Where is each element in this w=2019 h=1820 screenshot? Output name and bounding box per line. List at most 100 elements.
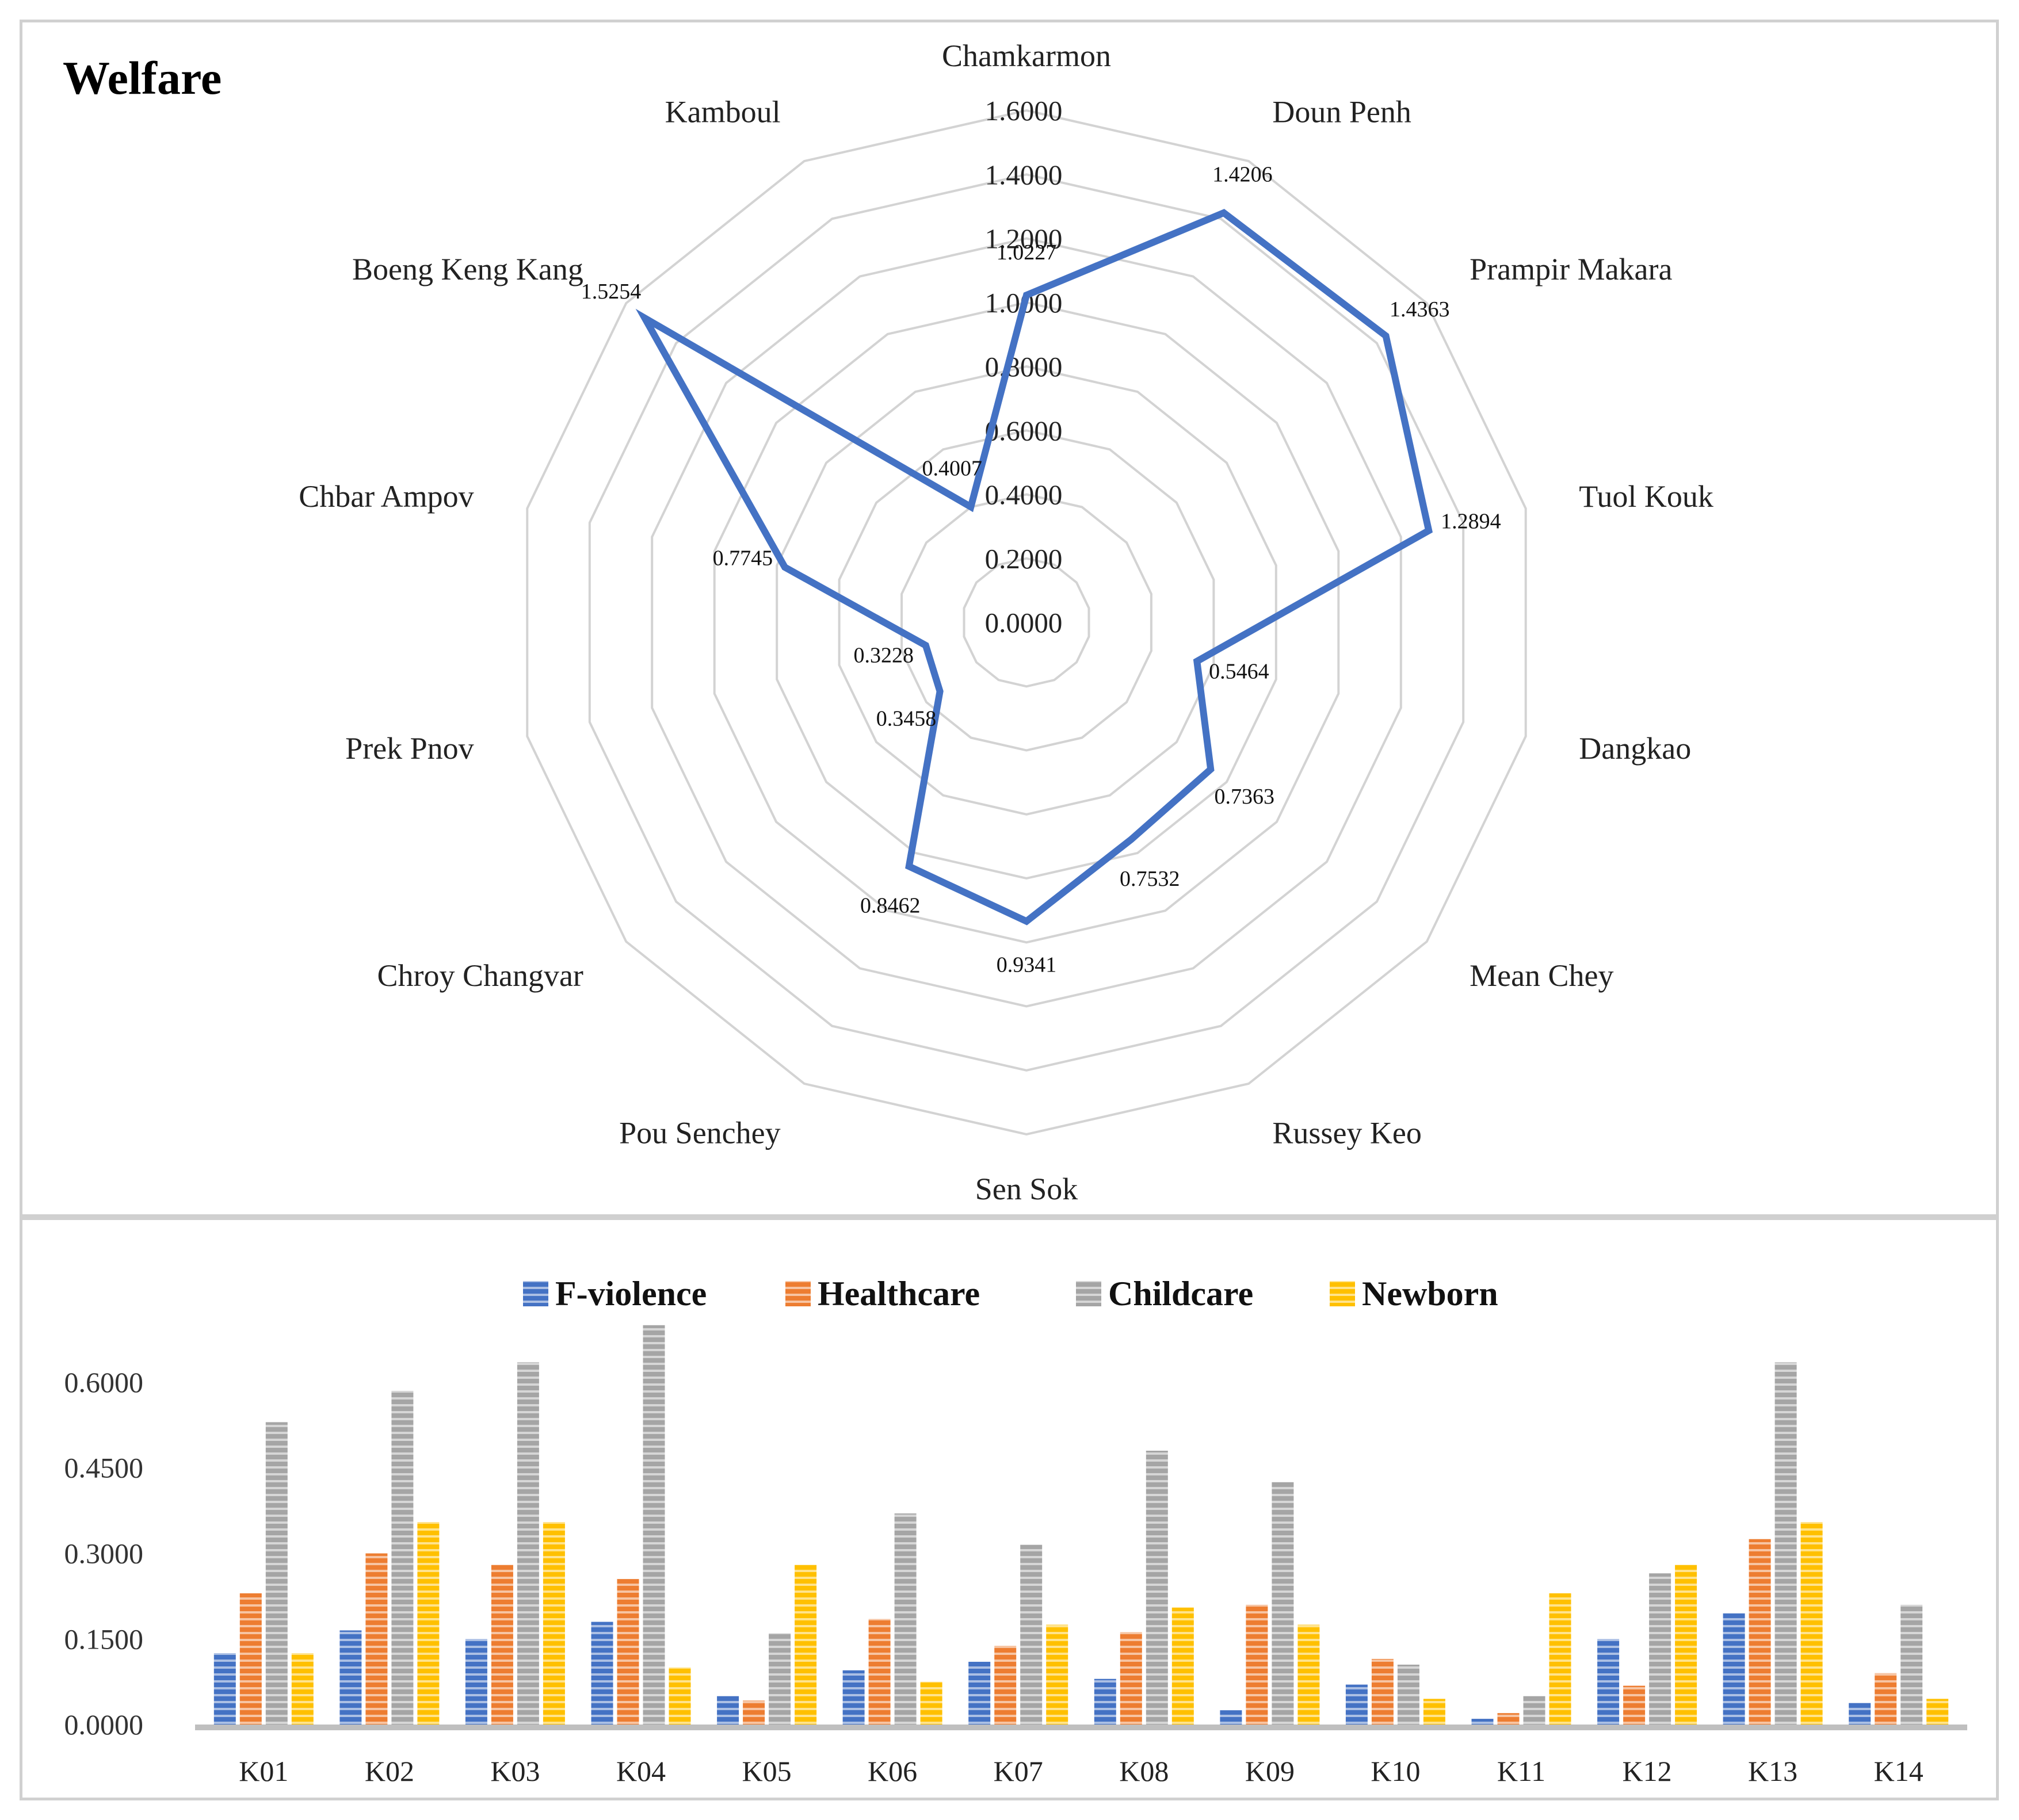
radar-axis-ticks: 0.00000.20000.40000.60000.80001.00001.20… bbox=[985, 95, 1063, 638]
radar-category-label: Russey Keo bbox=[1272, 1116, 1421, 1150]
radar-tick-label: 0.6000 bbox=[985, 415, 1063, 446]
radar-category-label: Dangkao bbox=[1579, 731, 1691, 766]
radar-chart: 0.00000.20000.40000.60000.80001.00001.20… bbox=[63, 39, 1713, 1206]
bar-f-violence-k10 bbox=[1345, 1684, 1368, 1725]
bar-f-violence-k03 bbox=[465, 1639, 487, 1725]
radar-tick-label: 1.6000 bbox=[985, 95, 1063, 127]
radar-grid-ring bbox=[900, 493, 1152, 752]
legend-item-newborn: Newborn bbox=[1330, 1275, 1498, 1313]
bar-childcare-k06 bbox=[894, 1513, 917, 1725]
bar-healthcare-k03 bbox=[491, 1565, 513, 1725]
bar-childcare-k08 bbox=[1146, 1451, 1168, 1725]
bar-newborn-k03 bbox=[543, 1522, 565, 1725]
bar-childcare-k03 bbox=[517, 1362, 539, 1725]
bar-f-violence-k14 bbox=[1849, 1703, 1871, 1725]
radar-category-label: Tuol Kouk bbox=[1579, 479, 1713, 514]
bar-childcare-k02 bbox=[391, 1390, 414, 1725]
radar-data-labels: 1.0227 1.4206 1.4363 1.2894 0.5464 0.7363 0.75… bbox=[581, 163, 1501, 977]
x-axis-ticks: K01 K02 K03 K04 K05 K06 K07 K08 K09 K10 K11 K12 K13 K… bbox=[239, 1755, 1923, 1787]
radar-category-label: Prek Pnov bbox=[345, 731, 474, 766]
x-axis bbox=[195, 1725, 1967, 1730]
x-tick-label: K12 bbox=[1623, 1755, 1672, 1787]
bar-childcare-k04 bbox=[643, 1325, 665, 1725]
y-tick-label: 0.6000 bbox=[64, 1366, 144, 1398]
bar-chart-panel: F-violence Healthcare Childcare Newborn 0.0… bbox=[20, 1217, 1999, 1800]
x-tick-label: K10 bbox=[1371, 1755, 1420, 1787]
x-tick-label: K11 bbox=[1497, 1755, 1545, 1787]
legend-label: Healthcare bbox=[818, 1275, 980, 1313]
bar-f-violence-k05 bbox=[717, 1696, 739, 1725]
bar-chart: F-violence Healthcare Childcare Newborn 0.0… bbox=[64, 1275, 1967, 1787]
legend-item-childcare: Childcare bbox=[1076, 1275, 1253, 1313]
bar-childcare-k10 bbox=[1397, 1664, 1419, 1725]
bar-newborn-k13 bbox=[1800, 1522, 1823, 1725]
bar-healthcare-k10 bbox=[1371, 1659, 1394, 1725]
x-tick-label: K13 bbox=[1748, 1755, 1797, 1787]
bar-newborn-k07 bbox=[1046, 1624, 1068, 1725]
bar-newborn-k02 bbox=[417, 1522, 440, 1725]
y-tick-label: 0.3000 bbox=[64, 1538, 144, 1570]
bar-healthcare-k01 bbox=[239, 1593, 262, 1725]
bar-healthcare-k09 bbox=[1246, 1604, 1268, 1725]
bar-newborn-k08 bbox=[1171, 1607, 1194, 1725]
bar-childcare-k01 bbox=[265, 1422, 288, 1725]
legend-item-f-violence: F-violence bbox=[523, 1275, 707, 1313]
radar-grid-ring bbox=[713, 301, 1340, 944]
radar-category-labels: Chamkarmon Doun Penh Prampir Makara Tuol Ko… bbox=[299, 39, 1713, 1206]
radar-grid-ring bbox=[651, 237, 1402, 1008]
radar-tick-label: 1.4000 bbox=[985, 159, 1063, 190]
bar-childcare-k13 bbox=[1774, 1362, 1797, 1725]
bar-newborn-k04 bbox=[669, 1667, 691, 1725]
legend: F-violence Healthcare Childcare Newborn bbox=[523, 1275, 1498, 1313]
bar-healthcare-k06 bbox=[868, 1619, 891, 1725]
y-axis-ticks: 0.0000 0.1500 0.3000 0.4500 0.6000 bbox=[64, 1366, 144, 1741]
bar-f-violence-k02 bbox=[339, 1630, 362, 1725]
radar-category-label: Chroy Changvar bbox=[377, 958, 583, 993]
radar-category-label: Kamboul bbox=[665, 95, 781, 129]
radar-grid-ring bbox=[776, 365, 1277, 880]
radar-tick-label: 0.8000 bbox=[985, 351, 1063, 383]
x-tick-label: K14 bbox=[1874, 1755, 1923, 1787]
legend-label: F-violence bbox=[555, 1275, 707, 1313]
bar-f-violence-k09 bbox=[1220, 1710, 1242, 1725]
radar-grid-ring bbox=[526, 109, 1527, 1136]
y-tick-label: 0.4500 bbox=[64, 1452, 144, 1484]
bar-newborn-k05 bbox=[795, 1565, 817, 1725]
radar-data-label: 1.4363 bbox=[1390, 297, 1450, 322]
legend-swatch bbox=[785, 1281, 811, 1306]
bar-f-violence-k11 bbox=[1471, 1719, 1494, 1725]
bar-healthcare-k07 bbox=[994, 1646, 1017, 1725]
radar-tick-label: 0.4000 bbox=[985, 479, 1063, 511]
bar-healthcare-k05 bbox=[743, 1700, 765, 1725]
legend-label: Childcare bbox=[1108, 1275, 1253, 1313]
bar-f-violence-k01 bbox=[213, 1653, 236, 1725]
y-tick-label: 0.0000 bbox=[64, 1708, 144, 1741]
bar-newborn-k06 bbox=[920, 1681, 942, 1725]
radar-chart-panel: 0.0000 0.2000 0.4000 0.6000 0.8000 1.0000 1.20… bbox=[20, 20, 1999, 1217]
bar-healthcare-k12 bbox=[1623, 1685, 1646, 1725]
bar-newborn-k09 bbox=[1297, 1624, 1320, 1725]
bar-childcare-k14 bbox=[1900, 1604, 1923, 1725]
bar-newborn-k10 bbox=[1423, 1699, 1445, 1725]
radar-data-label: 0.8462 bbox=[860, 894, 921, 918]
radar-data-label: 0.7745 bbox=[713, 546, 773, 570]
bar-f-violence-k12 bbox=[1597, 1639, 1620, 1725]
bar-healthcare-k08 bbox=[1120, 1632, 1142, 1725]
x-tick-label: K07 bbox=[994, 1755, 1043, 1787]
bar-f-violence-k06 bbox=[842, 1670, 865, 1725]
radar-tick-label: 1.2000 bbox=[985, 223, 1063, 255]
bar-newborn-k01 bbox=[291, 1653, 314, 1725]
bar-healthcare-k11 bbox=[1497, 1713, 1520, 1725]
x-tick-label: K02 bbox=[365, 1755, 414, 1787]
x-axis-line bbox=[195, 1725, 1967, 1730]
legend-item-healthcare: Healthcare bbox=[785, 1275, 980, 1313]
bar-f-violence-k08 bbox=[1094, 1678, 1116, 1725]
bar-f-violence-k13 bbox=[1723, 1613, 1745, 1725]
radar-category-label: Chamkarmon bbox=[942, 39, 1111, 73]
radar-tick-label: 0.0000 bbox=[985, 607, 1063, 638]
x-tick-label: K08 bbox=[1119, 1755, 1169, 1787]
radar-category-label: Doun Penh bbox=[1272, 95, 1411, 129]
radar-category-label: Prampir Makara bbox=[1470, 252, 1672, 286]
bar-childcare-k11 bbox=[1523, 1696, 1545, 1725]
legend-swatch bbox=[1330, 1281, 1355, 1306]
